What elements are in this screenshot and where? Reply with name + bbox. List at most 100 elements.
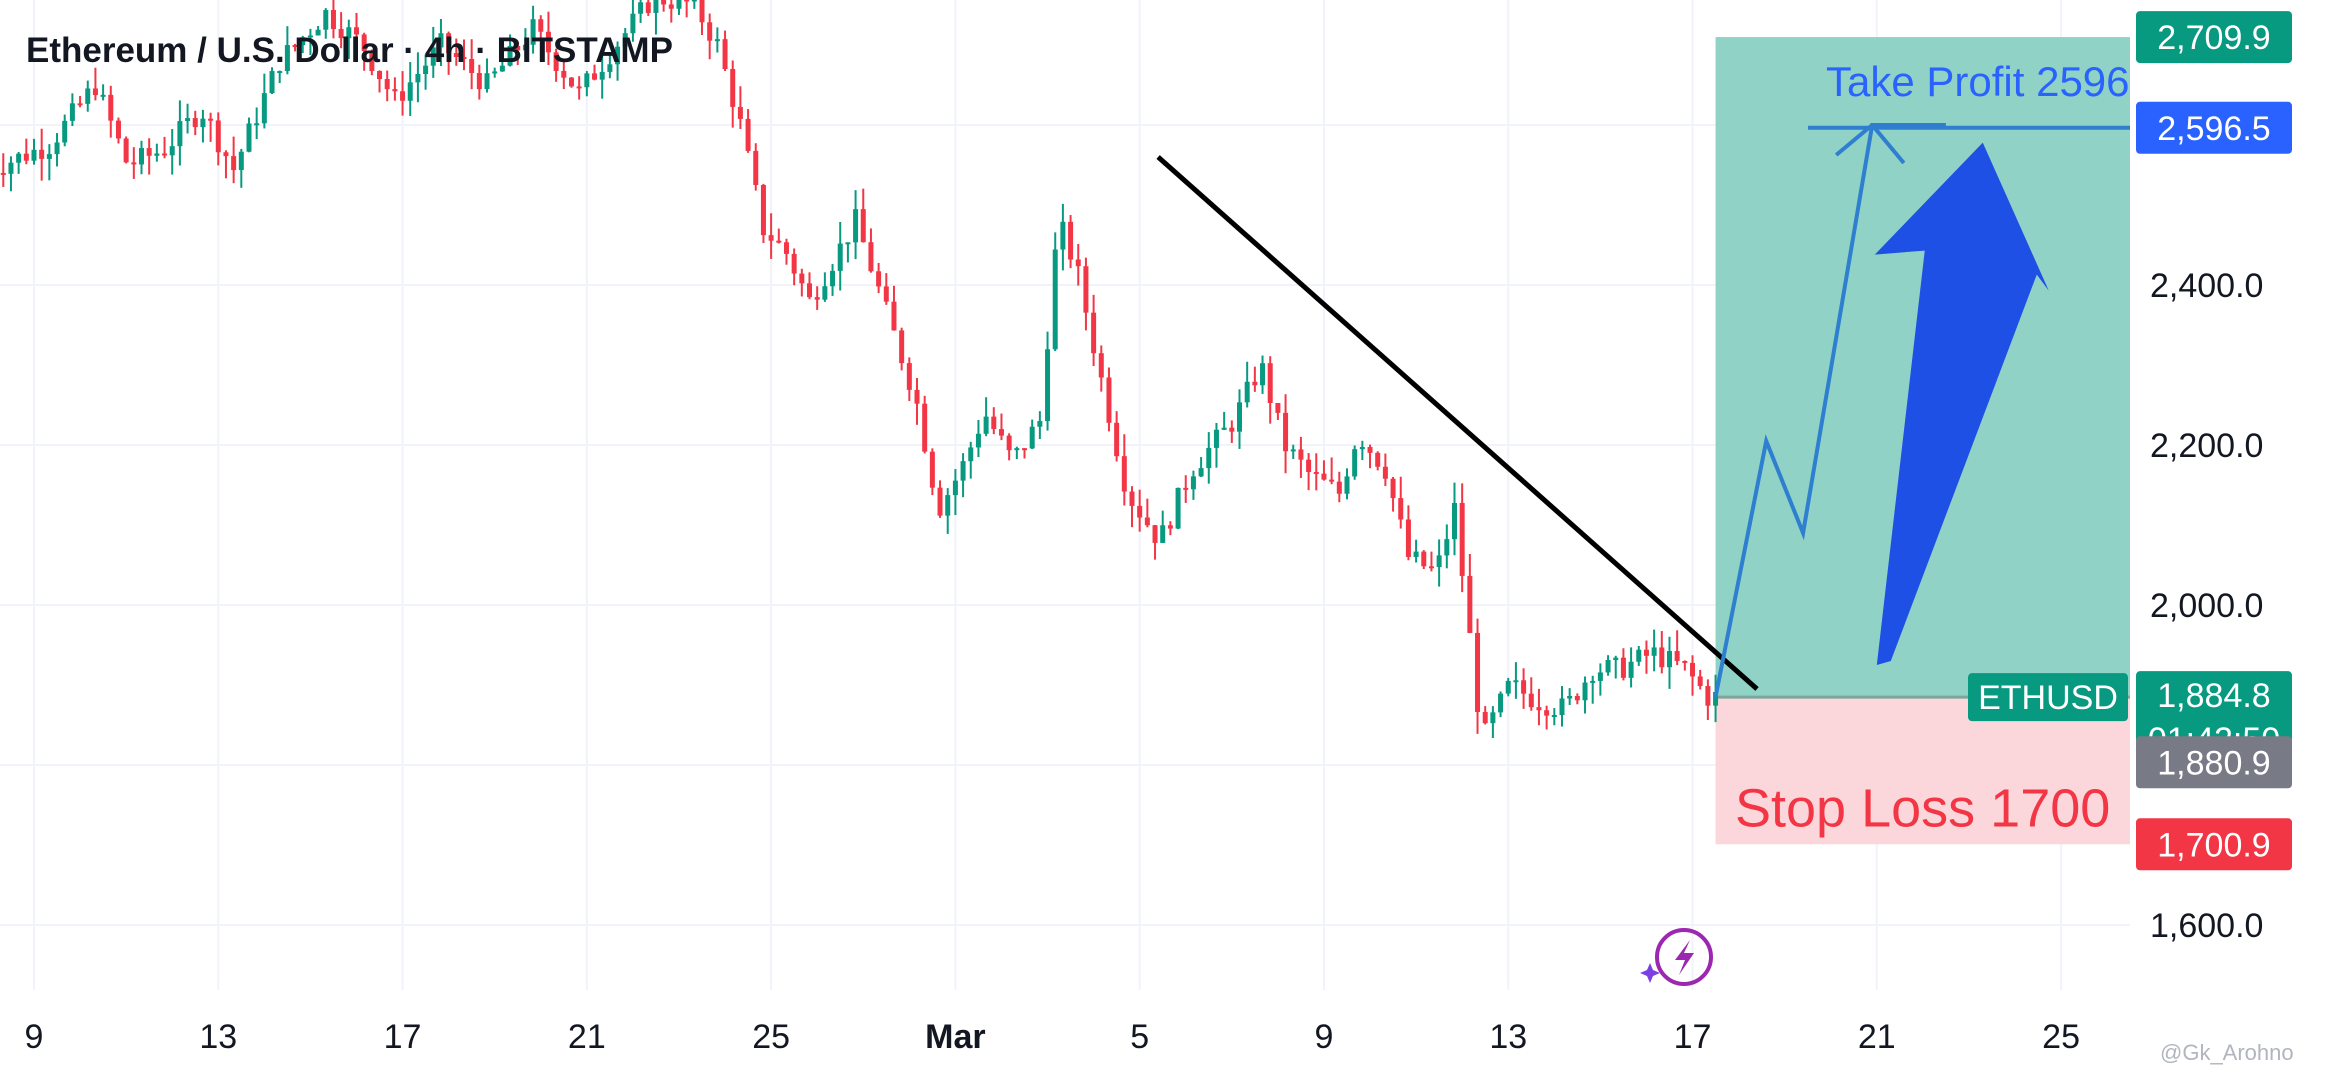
labels-group: Take Profit 2596 Stop Loss 1700 ETHUSD [1735, 58, 2130, 838]
candle-body [1690, 662, 1696, 677]
candle-body [1098, 353, 1104, 378]
candle-body [392, 89, 398, 92]
candle-body [876, 271, 882, 287]
candle-body [499, 65, 505, 72]
candle-body [292, 45, 298, 48]
date-tick-label: 25 [752, 1018, 790, 1056]
candle-body [776, 240, 782, 243]
candle-body [1590, 680, 1596, 683]
time-axis[interactable]: 9 13 17 21 25 Mar 5 9 13 17 21 25 [25, 1018, 2080, 1056]
lightning-icon[interactable] [1640, 928, 1713, 986]
candle-body [85, 88, 91, 104]
date-tick-label: 13 [199, 1018, 237, 1056]
candle-body [1620, 657, 1626, 678]
candle-body [1121, 456, 1127, 492]
candle-body [1674, 651, 1680, 661]
candle-body [1628, 661, 1634, 678]
candle-body [8, 162, 14, 174]
candle-body [837, 243, 843, 271]
candle-body [261, 93, 267, 124]
candle-body [853, 209, 859, 243]
candle-body [154, 153, 160, 156]
candle-body [1060, 221, 1066, 250]
candle-body [269, 71, 275, 94]
date-tick-label: 9 [1314, 1018, 1333, 1056]
take-profit-label: Take Profit 2596 [1826, 58, 2130, 105]
candle-body [1183, 487, 1189, 490]
candle-body [530, 19, 536, 45]
candle-body [998, 429, 1004, 436]
price-tick-label: 2,200.0 [2150, 427, 2263, 465]
candle-body [100, 94, 106, 97]
candle-body [1390, 478, 1396, 499]
candle-body [430, 47, 436, 66]
candle-body [1666, 651, 1672, 668]
price-axis[interactable]: 1,600.0 2,000.0 2,200.0 2,400.0 2,709.9 2,596… [2136, 11, 2292, 945]
candle-body [883, 286, 889, 302]
candle-body [783, 242, 789, 254]
projection-path [1713, 123, 1946, 698]
candle-body [1559, 698, 1565, 716]
candle-body [538, 19, 544, 32]
candle-body [753, 150, 759, 186]
candle-body [1022, 448, 1028, 451]
candle-body [54, 142, 60, 155]
candle-body [323, 10, 329, 30]
candle-body [361, 34, 367, 52]
candle-body [315, 29, 321, 36]
date-tick-label: 17 [1674, 1018, 1712, 1056]
candle-body [1198, 468, 1204, 477]
candle-body [1536, 707, 1542, 711]
candle-body [914, 389, 920, 404]
candle-body [868, 242, 874, 272]
candle-body [138, 148, 144, 165]
candle-body [975, 433, 981, 448]
candle-body [1075, 259, 1081, 267]
candle-body [246, 123, 252, 152]
candle-body [1213, 429, 1219, 448]
candle-body [599, 71, 605, 80]
candle-body [1329, 479, 1335, 482]
big-up-arrow [1874, 142, 2049, 666]
candle-body [108, 94, 114, 121]
candle-body [553, 52, 559, 71]
candle-body [77, 103, 83, 106]
candle-body [192, 118, 198, 128]
candle-body [1513, 680, 1519, 683]
candle-body [1313, 471, 1319, 474]
candle-body [177, 121, 183, 147]
candle-body [791, 253, 797, 274]
candle-body [991, 416, 997, 430]
candle-body [115, 120, 121, 139]
candle-body [169, 146, 175, 156]
date-tick-label: 25 [2042, 1018, 2080, 1056]
candle-body [461, 57, 467, 60]
symbol-tag-bg [1968, 673, 2128, 722]
price-tag-text: 2,709.9 [2157, 19, 2270, 57]
candle-body [1375, 452, 1381, 467]
candle-body [131, 162, 137, 165]
drawings-group[interactable] [1156, 123, 2049, 698]
candle-body [983, 416, 989, 434]
candle-body [1037, 421, 1043, 427]
price-tick-label: 2,400.0 [2150, 267, 2263, 305]
candle-body [830, 270, 836, 287]
candle-body [1713, 691, 1719, 706]
candle-body [423, 65, 429, 74]
candle-body [1206, 447, 1212, 469]
candle-body [415, 73, 421, 83]
candle-body [1336, 481, 1342, 494]
candle-body [69, 103, 75, 121]
candle-body [1413, 551, 1419, 557]
candle-body [1428, 566, 1434, 569]
candle-body [1482, 712, 1488, 724]
candle-body [400, 91, 406, 101]
candle-body [1582, 682, 1588, 701]
candle-body [1421, 551, 1427, 567]
price-tag-text: 1,700.9 [2157, 826, 2270, 864]
candle-body [768, 235, 774, 241]
candle-body [653, 0, 659, 13]
candle-body [630, 13, 636, 34]
candle-body [377, 71, 383, 80]
